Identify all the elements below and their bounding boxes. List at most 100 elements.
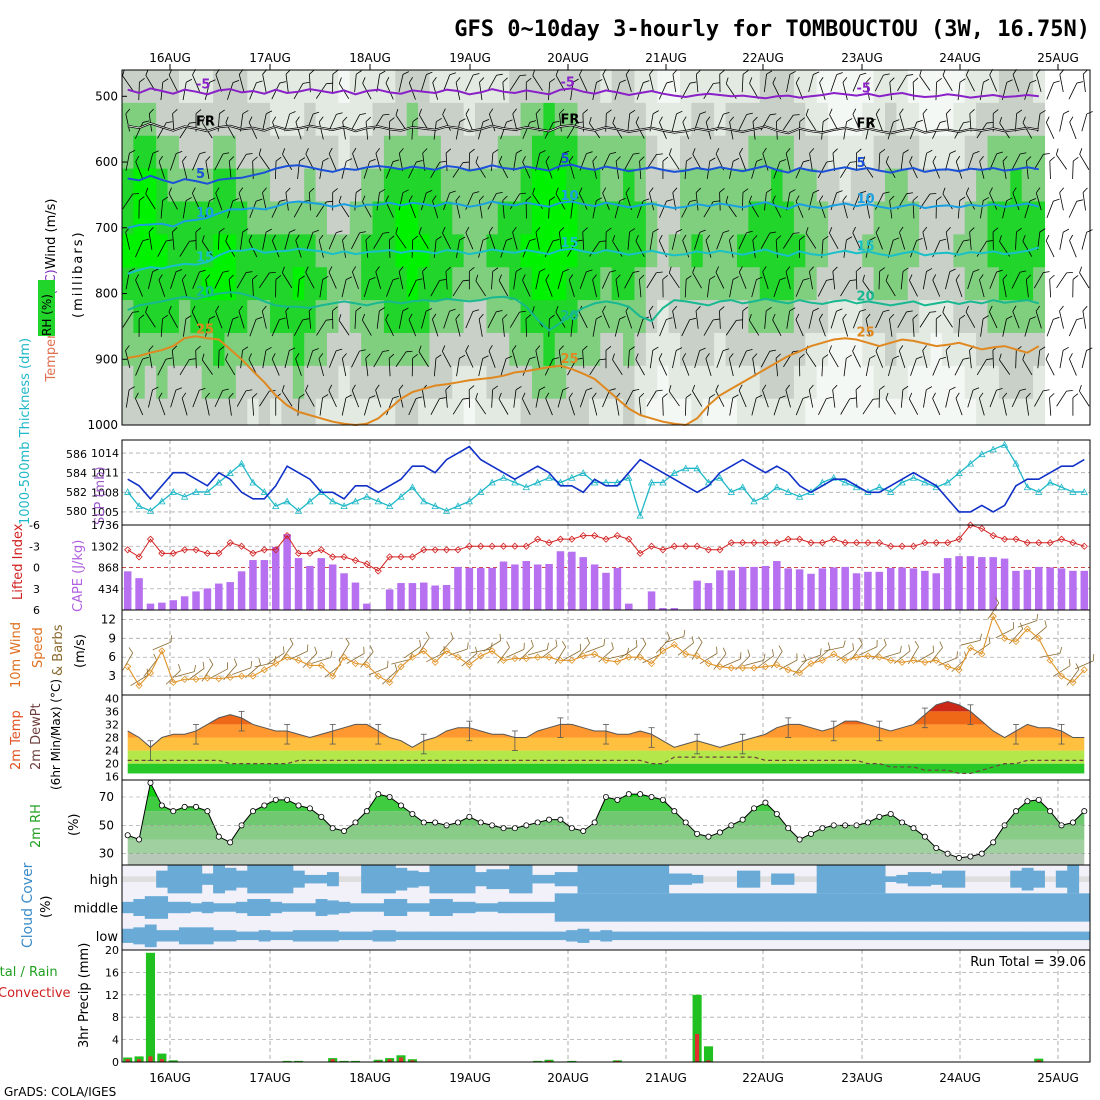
wind-barb xyxy=(976,358,993,376)
barb-flag xyxy=(246,271,253,273)
cape-bar xyxy=(522,561,531,610)
surface-barb-flag xyxy=(803,654,807,661)
barb-shaft xyxy=(782,233,794,249)
barb-flag xyxy=(332,188,338,193)
rh-cell xyxy=(281,135,294,170)
barb-flag xyxy=(238,187,244,194)
wind-barb xyxy=(910,238,923,258)
wind-barb xyxy=(332,69,339,93)
wind-barb xyxy=(385,313,394,337)
wind-barb xyxy=(682,353,690,376)
wind-barb xyxy=(865,118,876,140)
rh-cell xyxy=(292,365,305,400)
barb-flag xyxy=(926,386,933,391)
wind-barb xyxy=(455,313,461,337)
rh-cell xyxy=(611,365,624,400)
barb-shaft xyxy=(817,280,827,297)
rh-cell xyxy=(702,332,715,367)
barb-shaft xyxy=(760,351,771,368)
wind-barb xyxy=(513,149,523,171)
rh-cell xyxy=(793,201,806,235)
rh-point xyxy=(591,819,598,826)
barb-flag xyxy=(836,72,843,76)
barb-flag xyxy=(785,384,790,391)
wind-barb xyxy=(852,345,861,368)
surface-wind-barb xyxy=(540,639,558,659)
barb-flag xyxy=(195,109,202,114)
rh-cell xyxy=(395,102,408,137)
rh-cell xyxy=(429,70,442,104)
rh-cell xyxy=(759,135,772,170)
barb-flag xyxy=(709,275,716,280)
cloud-cell xyxy=(805,893,818,922)
rh-cell xyxy=(623,300,636,334)
wind-barb xyxy=(1069,353,1077,376)
barb-flag xyxy=(602,187,607,194)
barb-shaft xyxy=(148,231,153,250)
barb-flag xyxy=(1025,392,1031,399)
barb-flag xyxy=(1063,110,1070,115)
wind-barb xyxy=(214,388,229,408)
barb-flag xyxy=(559,108,565,114)
barb-shaft xyxy=(955,279,963,298)
barb-shaft xyxy=(341,279,347,298)
isotherm--5 xyxy=(127,87,1039,100)
rh-cell xyxy=(736,70,749,104)
surface-wind-barb xyxy=(951,651,967,672)
wind-barb xyxy=(249,198,263,219)
cloud-row-label: low xyxy=(96,930,119,945)
barb-flag xyxy=(475,393,478,400)
wind-speed-point xyxy=(932,656,940,664)
barb-shaft xyxy=(719,192,721,211)
wind-barb xyxy=(433,236,442,258)
barb-flag xyxy=(883,309,890,313)
surface-wind-barb xyxy=(836,643,854,662)
wind-speed-point xyxy=(124,663,132,671)
barb-shaft xyxy=(238,311,245,329)
barb-flag xyxy=(295,353,300,359)
rh-cell xyxy=(543,201,556,235)
barb-shaft xyxy=(217,231,220,250)
cloud-cell xyxy=(623,865,635,894)
barb-shaft xyxy=(284,232,290,250)
wind-barb xyxy=(488,226,496,250)
wind-barb xyxy=(1035,305,1042,329)
barb-flag xyxy=(1030,79,1037,83)
cloud-cell xyxy=(782,931,795,941)
wind-barb xyxy=(182,315,192,337)
barb-shaft xyxy=(875,311,884,329)
barb-flag xyxy=(578,187,583,194)
barb-flag xyxy=(379,307,385,312)
barb-flag xyxy=(1072,393,1079,399)
wind-barb xyxy=(478,237,489,258)
surface-barb-flag xyxy=(698,636,703,643)
rh-cell xyxy=(702,300,715,334)
surface-wind-barb xyxy=(929,641,943,664)
run-total: Run Total = 39.06 xyxy=(970,955,1086,970)
barb-flag xyxy=(865,195,871,201)
cape-bar xyxy=(215,583,223,610)
barb-flag xyxy=(648,305,654,312)
wind-barb xyxy=(840,161,857,178)
barb-shaft xyxy=(433,239,437,258)
surface-barb-flag xyxy=(1013,622,1014,629)
barb-flag xyxy=(849,279,857,282)
barb-flag xyxy=(713,200,720,203)
barb-flag xyxy=(175,387,182,391)
wind-barb xyxy=(899,226,906,250)
barb-shaft xyxy=(852,192,861,210)
barb-flag xyxy=(979,155,984,162)
surface-barb-shaft xyxy=(691,642,703,660)
barb-shaft xyxy=(452,280,464,297)
barb-flag xyxy=(1029,316,1036,320)
barb-shaft xyxy=(627,350,630,369)
barb-flag xyxy=(209,79,216,83)
barb-shaft xyxy=(843,358,847,377)
barb-shaft xyxy=(169,153,177,171)
barb-shaft xyxy=(293,319,304,336)
rh-cell xyxy=(736,168,749,203)
thickness-tick-label: 586 xyxy=(66,448,87,461)
barb-flag xyxy=(826,396,833,400)
wind-barb xyxy=(1026,156,1032,180)
barb-shaft xyxy=(125,153,130,171)
